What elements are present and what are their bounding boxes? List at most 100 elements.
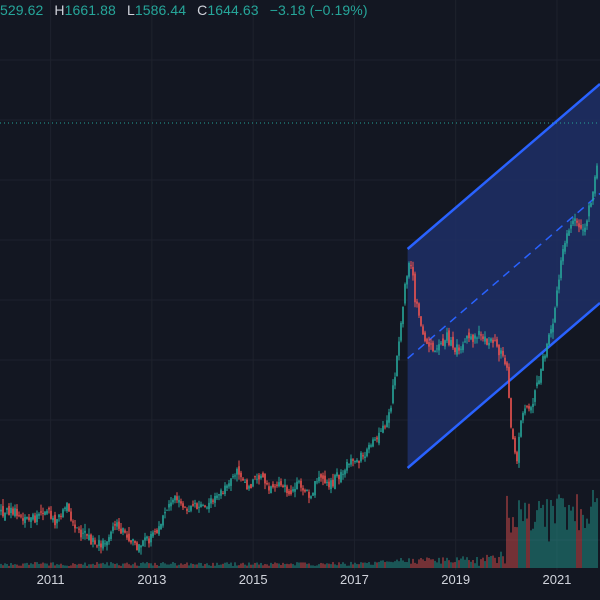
volume-bar (372, 564, 374, 568)
volume-bar (248, 562, 250, 568)
candle-body (328, 481, 330, 488)
volume-bar (18, 565, 20, 568)
volume-bar (134, 562, 136, 568)
candle-body (166, 509, 168, 511)
candle-body (296, 481, 298, 490)
candle-body (390, 407, 392, 412)
candle-body (528, 406, 530, 409)
channel-upper-line (406, 83, 600, 250)
candle-body (396, 355, 398, 377)
volume-bar (94, 564, 96, 568)
volume-bar (506, 495, 508, 568)
volume-bar (176, 565, 178, 568)
candle-body (216, 495, 218, 499)
parallel-channel-drawing[interactable] (406, 83, 600, 469)
candle-body (428, 342, 430, 347)
volume-bar (194, 564, 196, 568)
candle-body (240, 472, 242, 478)
volume-bar (140, 562, 142, 568)
volume-bar (356, 564, 358, 568)
volume-bar (400, 558, 402, 568)
volume-bars (0, 489, 598, 568)
volume-bar (182, 564, 184, 568)
candle-body (308, 491, 310, 498)
candle-body (132, 539, 134, 542)
candle-body (466, 335, 468, 339)
candle-body (70, 511, 72, 521)
candle-body (118, 521, 120, 529)
candle-body (14, 508, 16, 517)
volume-bar (212, 562, 214, 568)
volume-bar (362, 562, 364, 568)
channel-mid-line (407, 192, 600, 360)
candle-body (382, 425, 384, 433)
close-label: C (197, 2, 208, 18)
candle-body (578, 223, 580, 228)
volume-bar (474, 563, 476, 568)
volume-bar (142, 562, 144, 568)
volume-bar (192, 563, 194, 568)
volume-bar (264, 564, 266, 568)
candle-body (230, 478, 232, 486)
volume-bar (84, 562, 86, 568)
volume-bar (406, 562, 408, 568)
candle-body (454, 347, 456, 353)
volume-bar (186, 562, 188, 568)
candle-body (336, 472, 338, 477)
candle-body (582, 229, 584, 231)
candle-body (456, 344, 458, 355)
candle-body (282, 485, 284, 488)
candle-body (238, 466, 240, 475)
volume-bar (162, 562, 164, 568)
volume-bar (496, 563, 498, 568)
candle-body (534, 390, 536, 402)
volume-bar (486, 554, 488, 568)
candle-body (434, 350, 436, 353)
candle-body (100, 543, 102, 548)
candle-body (128, 533, 130, 541)
volume-bar (430, 559, 432, 568)
volume-bar (268, 565, 270, 568)
x-tick-label: 2019 (441, 572, 471, 587)
candle-body (422, 326, 424, 335)
volume-bar (404, 561, 406, 568)
volume-bar (216, 562, 218, 568)
volume-bar (364, 562, 366, 568)
candle-body (450, 339, 452, 346)
candle-body (388, 412, 390, 423)
volume-bar (550, 500, 552, 568)
candle-body (406, 276, 408, 285)
candle-body (194, 502, 196, 504)
candle-body (190, 505, 192, 511)
volume-bar (410, 563, 412, 568)
volume-bar (388, 561, 390, 568)
candle-body (228, 483, 230, 487)
candle-body (258, 475, 260, 480)
candle-body (286, 486, 288, 493)
candle-body (162, 515, 164, 526)
volume-bar (214, 565, 216, 568)
volume-bar (450, 562, 452, 568)
candle-body (236, 468, 238, 475)
volume-bar (438, 557, 440, 568)
volume-bar (360, 562, 362, 568)
candle-body (110, 531, 112, 539)
candle-body (352, 459, 354, 461)
candle-body (32, 514, 34, 520)
candle-body (550, 329, 552, 334)
ohlc-legend: 529.62 H1661.88 L1586.44 C1644.63 −3.18 … (0, 2, 368, 18)
candle-body (530, 407, 532, 411)
volume-bar (98, 563, 100, 568)
candle-body (76, 527, 78, 529)
volume-bar (188, 565, 190, 568)
volume-bar (80, 563, 82, 568)
volume-bar (136, 565, 138, 568)
volume-bar (38, 563, 40, 568)
volume-bar (100, 563, 102, 568)
volume-bar (262, 565, 264, 568)
volume-bar (298, 562, 300, 568)
volume-bar (518, 500, 520, 568)
volume-bar (398, 561, 400, 568)
